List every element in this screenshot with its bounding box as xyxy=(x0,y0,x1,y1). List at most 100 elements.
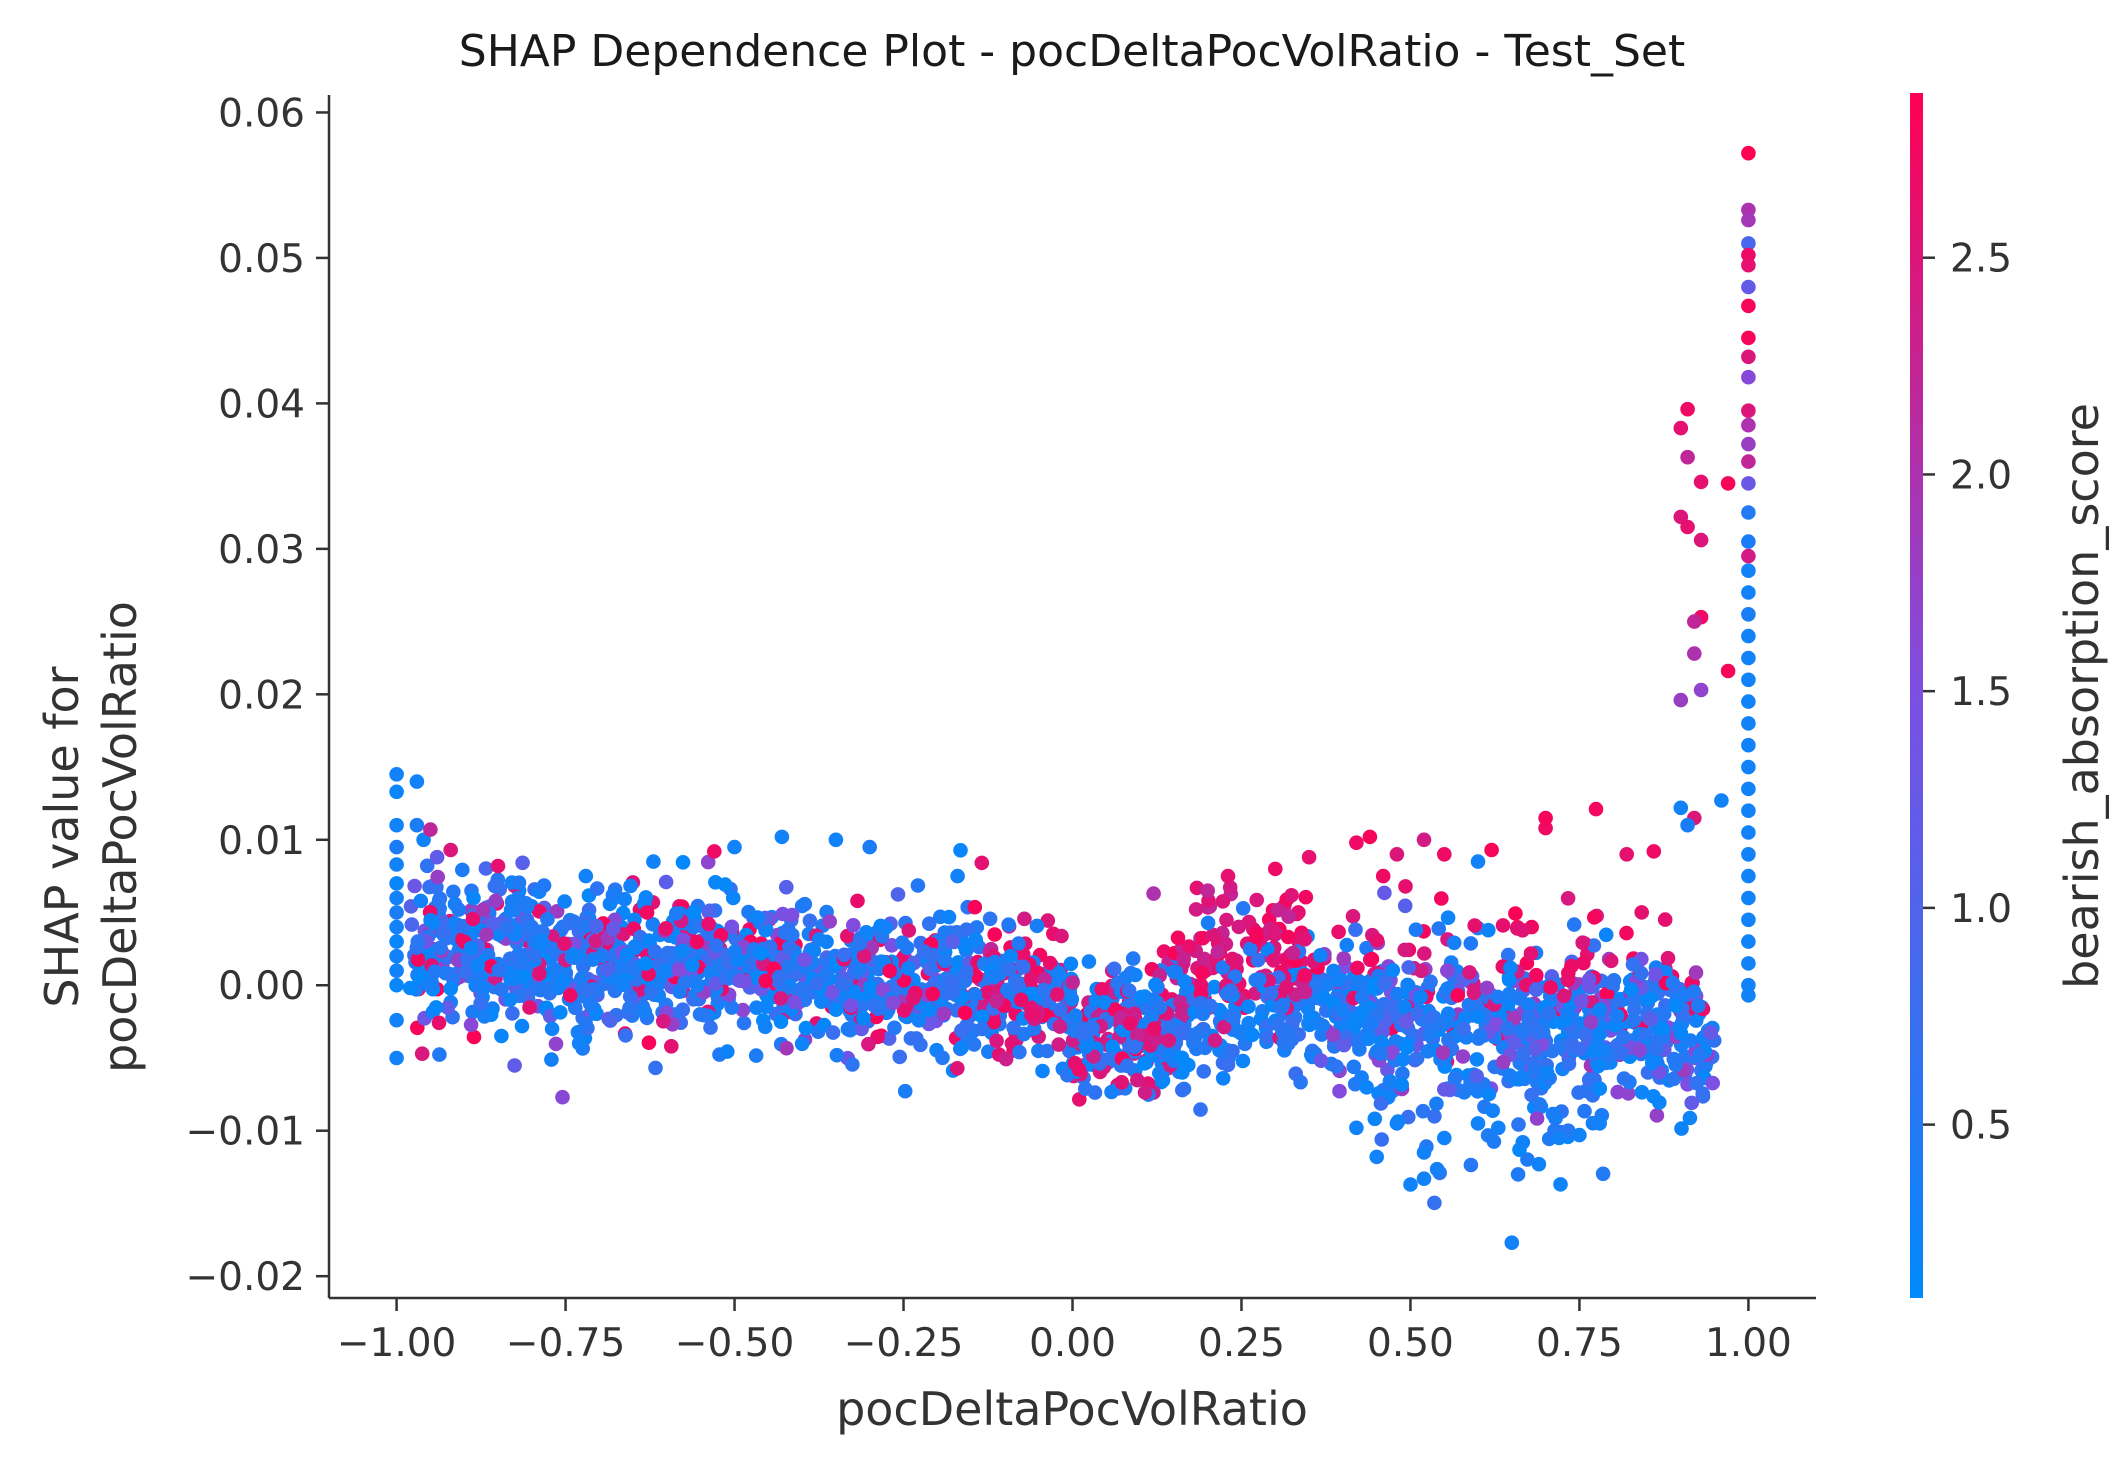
scatter-point-2220 xyxy=(708,976,723,991)
scatter-point-2560 xyxy=(720,1044,735,1059)
scatter-point-1473 xyxy=(1106,961,1122,977)
scatter-point-2483 xyxy=(1161,1033,1177,1048)
y-tick-label: 0.00 xyxy=(218,964,305,1009)
scatter-point-2645 xyxy=(1470,854,1486,869)
scatter-point-2280 xyxy=(494,982,509,997)
scatter-point-2683 xyxy=(1741,145,1756,161)
scatter-point-702 xyxy=(1434,891,1449,906)
scatter-point-1914 xyxy=(581,983,596,998)
scatter-point-2261 xyxy=(1401,960,1416,975)
scatter-point-1432 xyxy=(1523,946,1539,961)
scatter-point-2449 xyxy=(1065,975,1080,990)
scatter-point-743 xyxy=(822,914,837,929)
scatter-point-2584 xyxy=(557,936,572,951)
scatter-point-2155 xyxy=(1114,1075,1129,1090)
scatter-point-2343 xyxy=(1623,982,1639,997)
scatter-point-2082 xyxy=(1595,1166,1611,1182)
scatter-point-2150 xyxy=(1241,1015,1256,1031)
scatter-point-2592 xyxy=(1655,1021,1670,1037)
scatter-point-2433 xyxy=(1144,1008,1160,1024)
scatter-point-1642 xyxy=(861,1036,876,1052)
scatter-point-1880 xyxy=(941,909,957,925)
scatter-point-2454 xyxy=(1643,1012,1659,1027)
scatter-point-1842 xyxy=(1302,1017,1317,1033)
scatter-point-2460 xyxy=(1137,1056,1152,1071)
scatter-point-2692 xyxy=(1741,349,1756,365)
scatter-point-2702 xyxy=(1741,563,1756,578)
scatter-point-1649 xyxy=(892,1049,907,1065)
scatter-point-2507 xyxy=(659,963,674,979)
scatter-point-2573 xyxy=(1336,1037,1352,1053)
scatter-point-2348 xyxy=(794,898,810,914)
scatter-point-2069 xyxy=(779,1040,794,1056)
scatter-point-1340 xyxy=(1427,1109,1442,1124)
colorbar-tick-label: 2.0 xyxy=(1950,453,2012,498)
scatter-point-2203 xyxy=(1193,1102,1208,1117)
scatter-point-2326 xyxy=(1137,1085,1153,1100)
scatter-point-1440 xyxy=(1215,894,1231,909)
scatter-point-2534 xyxy=(1174,1050,1190,1066)
scatter-point-1669 xyxy=(1285,945,1301,961)
scatter-point-2595 xyxy=(1571,1085,1586,1100)
scatter-point-2409 xyxy=(1119,1058,1135,1074)
scatter-point-2466 xyxy=(443,981,459,996)
scatter-point-1121 xyxy=(478,861,494,876)
x-tick-label: 0.50 xyxy=(1367,1321,1454,1366)
scatter-point-2137 xyxy=(1313,1053,1329,1068)
scatter-point-2446 xyxy=(1539,1065,1555,1080)
scatter-point-2693 xyxy=(1741,369,1756,385)
scatter-point-2282 xyxy=(700,854,716,870)
scatter-point-2659 xyxy=(1491,1120,1506,1136)
scatter-point-2406 xyxy=(641,933,657,948)
scatter-point-2563 xyxy=(750,910,765,925)
y-axis-label-line-2: pocDeltaPocVolRatio xyxy=(93,601,147,1073)
scatter-point-219 xyxy=(1431,921,1446,936)
scatter-point-2527 xyxy=(701,916,716,932)
scatter-point-2070 xyxy=(1573,994,1589,1009)
scatter-point-2374 xyxy=(1450,988,1466,1003)
scatter-point-2663 xyxy=(1572,1127,1587,1143)
scatter-point-1316 xyxy=(1408,922,1424,937)
scatter-point-2533 xyxy=(772,969,787,985)
scatter-point-1648 xyxy=(407,878,422,894)
scatter-point-2340 xyxy=(958,965,974,981)
scatter-point-1870 xyxy=(1510,1167,1526,1182)
scatter-point-2395 xyxy=(532,966,547,981)
scatter-point-2001 xyxy=(1415,1103,1431,1119)
scatter-point-2569 xyxy=(896,1003,912,1018)
scatter-point-2171 xyxy=(1479,980,1495,996)
scatter-point-2496 xyxy=(1297,968,1312,983)
scatter-point-794 xyxy=(959,922,974,937)
scatter-point-2720 xyxy=(1741,956,1756,971)
scatter-point-2524 xyxy=(599,962,615,977)
scatter-point-2022 xyxy=(1527,1042,1542,1057)
scatter-point-2305 xyxy=(641,1035,657,1050)
scatter-point-2513 xyxy=(477,1009,492,1024)
scatter-point-2639 xyxy=(1301,849,1317,865)
scatter-point-195 xyxy=(419,858,435,874)
scatter-point-2637 xyxy=(1220,868,1236,884)
scatter-point-799 xyxy=(1345,909,1361,924)
scatter-point-2290 xyxy=(1437,1082,1452,1097)
scatter-point-2239 xyxy=(696,1007,712,1023)
scatter-point-587 xyxy=(1081,954,1097,969)
scatter-point-1947 xyxy=(548,1036,564,1052)
scatter-point-2269 xyxy=(1281,909,1296,924)
scatter-point-2003 xyxy=(1175,1082,1190,1098)
scatter-point-1816 xyxy=(1515,1135,1531,1150)
scatter-point-2522 xyxy=(882,963,897,979)
scatter-point-1383 xyxy=(1385,1045,1400,1060)
scatter-point-1714 xyxy=(1423,974,1438,990)
scatter-point-2644 xyxy=(1437,847,1452,862)
scatter-point-513 xyxy=(1040,913,1056,928)
scatter-point-2152 xyxy=(1064,991,1080,1007)
scatter-point-2008 xyxy=(1463,1157,1479,1173)
scatter-point-2399 xyxy=(458,964,473,980)
scatter-point-2682 xyxy=(1714,793,1729,808)
scatter-point-2535 xyxy=(773,991,788,1006)
scatter-point-2188 xyxy=(1657,912,1673,927)
scatter-point-211 xyxy=(505,1006,520,1021)
scatter-point-1820 xyxy=(1515,1024,1530,1039)
scatter-point-1879 xyxy=(717,877,733,892)
scatter-point-2567 xyxy=(615,977,630,993)
